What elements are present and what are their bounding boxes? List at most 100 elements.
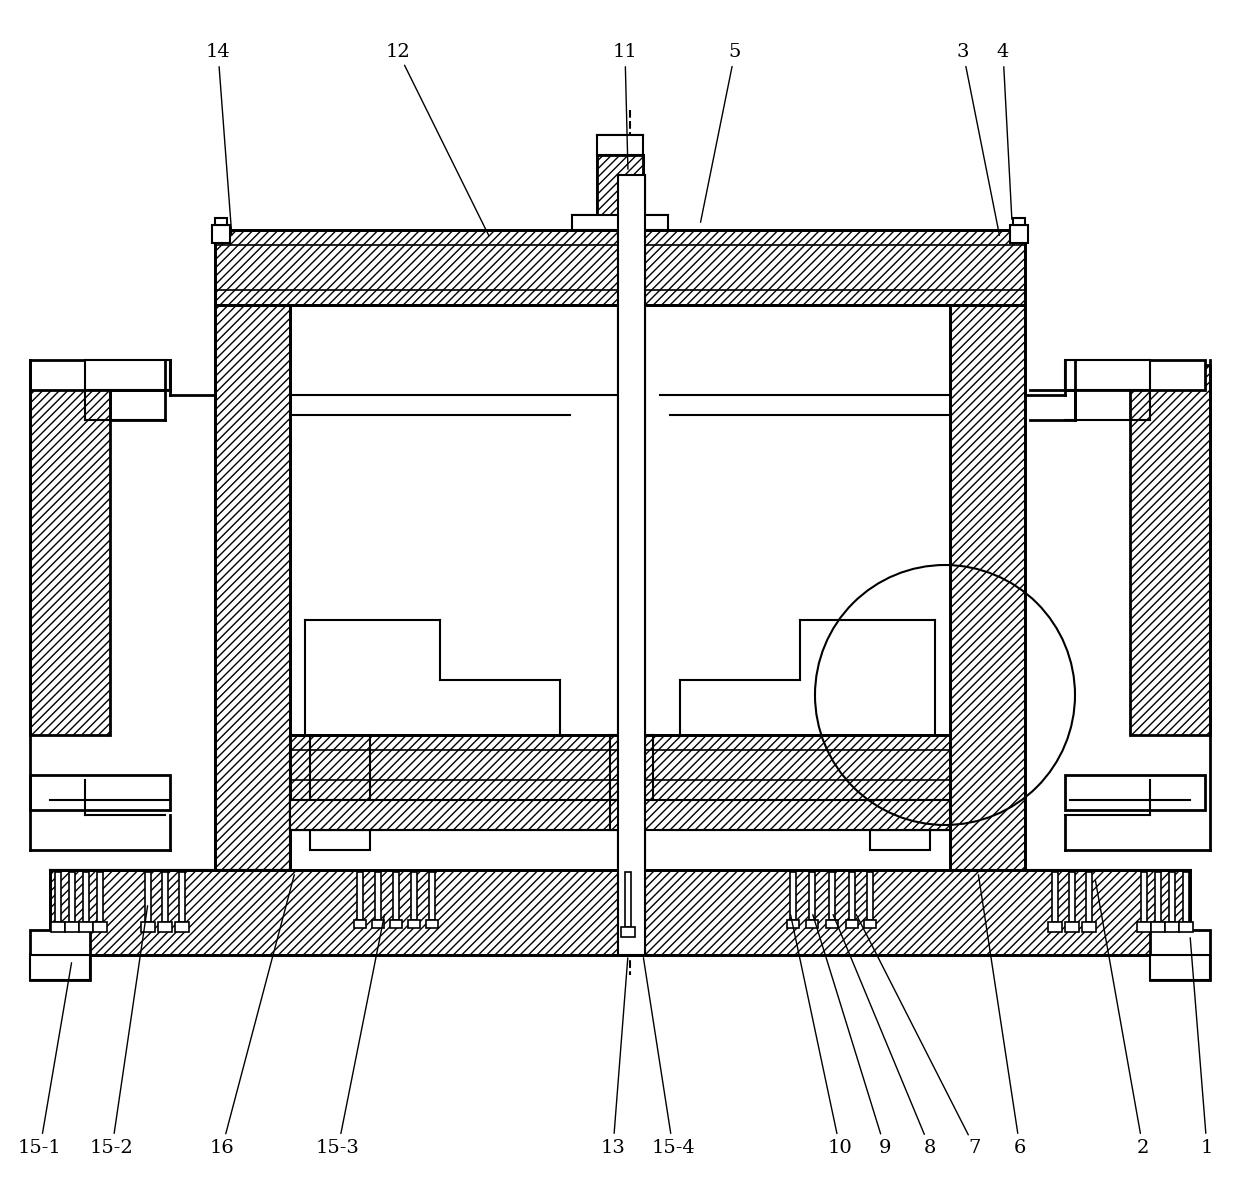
Bar (30, 955, 91, 980)
Bar (429, 872, 435, 920)
Bar (1083, 922, 1096, 931)
Bar (30, 930, 91, 980)
Bar (162, 872, 167, 922)
Bar (64, 922, 79, 931)
Text: 15-4: 15-4 (651, 1139, 694, 1157)
Bar (215, 217, 227, 225)
Bar (830, 872, 835, 920)
Bar (610, 800, 950, 830)
Bar (572, 215, 668, 230)
Bar (790, 872, 796, 920)
Text: 13: 13 (600, 1139, 625, 1157)
Bar (849, 872, 856, 920)
Bar (175, 922, 188, 931)
Bar (69, 872, 74, 922)
Bar (1166, 922, 1179, 931)
Bar (1086, 872, 1092, 922)
Bar (145, 872, 151, 922)
Bar (1013, 217, 1025, 225)
Bar (1149, 955, 1210, 980)
Bar (596, 155, 644, 215)
Bar (290, 800, 630, 830)
Bar (1048, 922, 1061, 931)
Bar (1065, 361, 1205, 390)
Bar (215, 230, 1025, 305)
Bar (870, 800, 950, 830)
Bar (410, 872, 417, 920)
Bar (408, 920, 420, 928)
Text: 6: 6 (1014, 1139, 1027, 1157)
Text: 3: 3 (957, 43, 970, 61)
Bar (1179, 922, 1193, 931)
Text: 4: 4 (997, 43, 1009, 61)
Bar (353, 920, 366, 928)
Bar (30, 361, 170, 390)
Bar (826, 920, 838, 928)
Bar (596, 135, 644, 155)
Text: 5: 5 (729, 43, 742, 61)
Bar (1011, 225, 1028, 243)
Bar (393, 872, 399, 920)
Bar (1169, 872, 1176, 922)
Bar (808, 872, 815, 920)
Bar (870, 830, 930, 850)
Text: 14: 14 (206, 43, 231, 61)
Bar (391, 920, 402, 928)
Text: 15-3: 15-3 (316, 1139, 360, 1157)
Text: 10: 10 (827, 1139, 852, 1157)
Bar (806, 920, 818, 928)
Text: 2: 2 (1137, 1139, 1149, 1157)
Bar (310, 830, 370, 850)
Bar (621, 927, 635, 937)
Text: 15-1: 15-1 (19, 1139, 62, 1157)
Bar (141, 922, 155, 931)
Bar (1149, 930, 1210, 980)
Bar (1052, 872, 1058, 922)
Bar (290, 735, 950, 800)
Bar (290, 800, 370, 830)
Bar (97, 872, 103, 922)
Bar (1183, 872, 1189, 922)
Bar (50, 870, 1190, 955)
Bar (86, 361, 170, 390)
Bar (618, 175, 645, 955)
Bar (30, 365, 110, 735)
Bar (1141, 872, 1147, 922)
Text: 1: 1 (1200, 1139, 1213, 1157)
Bar (83, 872, 89, 922)
Text: 16: 16 (210, 1139, 234, 1157)
Bar (625, 872, 631, 927)
Bar (93, 922, 107, 931)
Bar (787, 920, 799, 928)
Bar (79, 922, 93, 931)
Bar (372, 920, 384, 928)
Bar (1154, 872, 1161, 922)
Bar (864, 920, 875, 928)
Bar (374, 872, 381, 920)
Text: 9: 9 (879, 1139, 892, 1157)
Bar (1065, 922, 1079, 931)
Bar (215, 305, 290, 870)
Text: 12: 12 (386, 43, 410, 61)
Bar (51, 922, 64, 931)
Bar (846, 920, 858, 928)
Bar (1137, 922, 1151, 931)
Bar (950, 305, 1025, 870)
Bar (357, 872, 363, 920)
Text: 15-2: 15-2 (91, 1139, 134, 1157)
Bar (1069, 872, 1075, 922)
Bar (867, 872, 873, 920)
Bar (1065, 361, 1149, 390)
Bar (30, 775, 170, 810)
Text: 7: 7 (968, 1139, 981, 1157)
Text: 11: 11 (613, 43, 637, 61)
Bar (1151, 922, 1166, 931)
Bar (157, 922, 172, 931)
Bar (212, 225, 229, 243)
Text: 8: 8 (924, 1139, 936, 1157)
Bar (179, 872, 185, 922)
Bar (1130, 365, 1210, 735)
Bar (1065, 775, 1205, 810)
Bar (427, 920, 438, 928)
Bar (55, 872, 61, 922)
